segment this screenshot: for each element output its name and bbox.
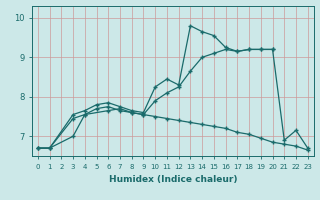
X-axis label: Humidex (Indice chaleur): Humidex (Indice chaleur): [108, 175, 237, 184]
